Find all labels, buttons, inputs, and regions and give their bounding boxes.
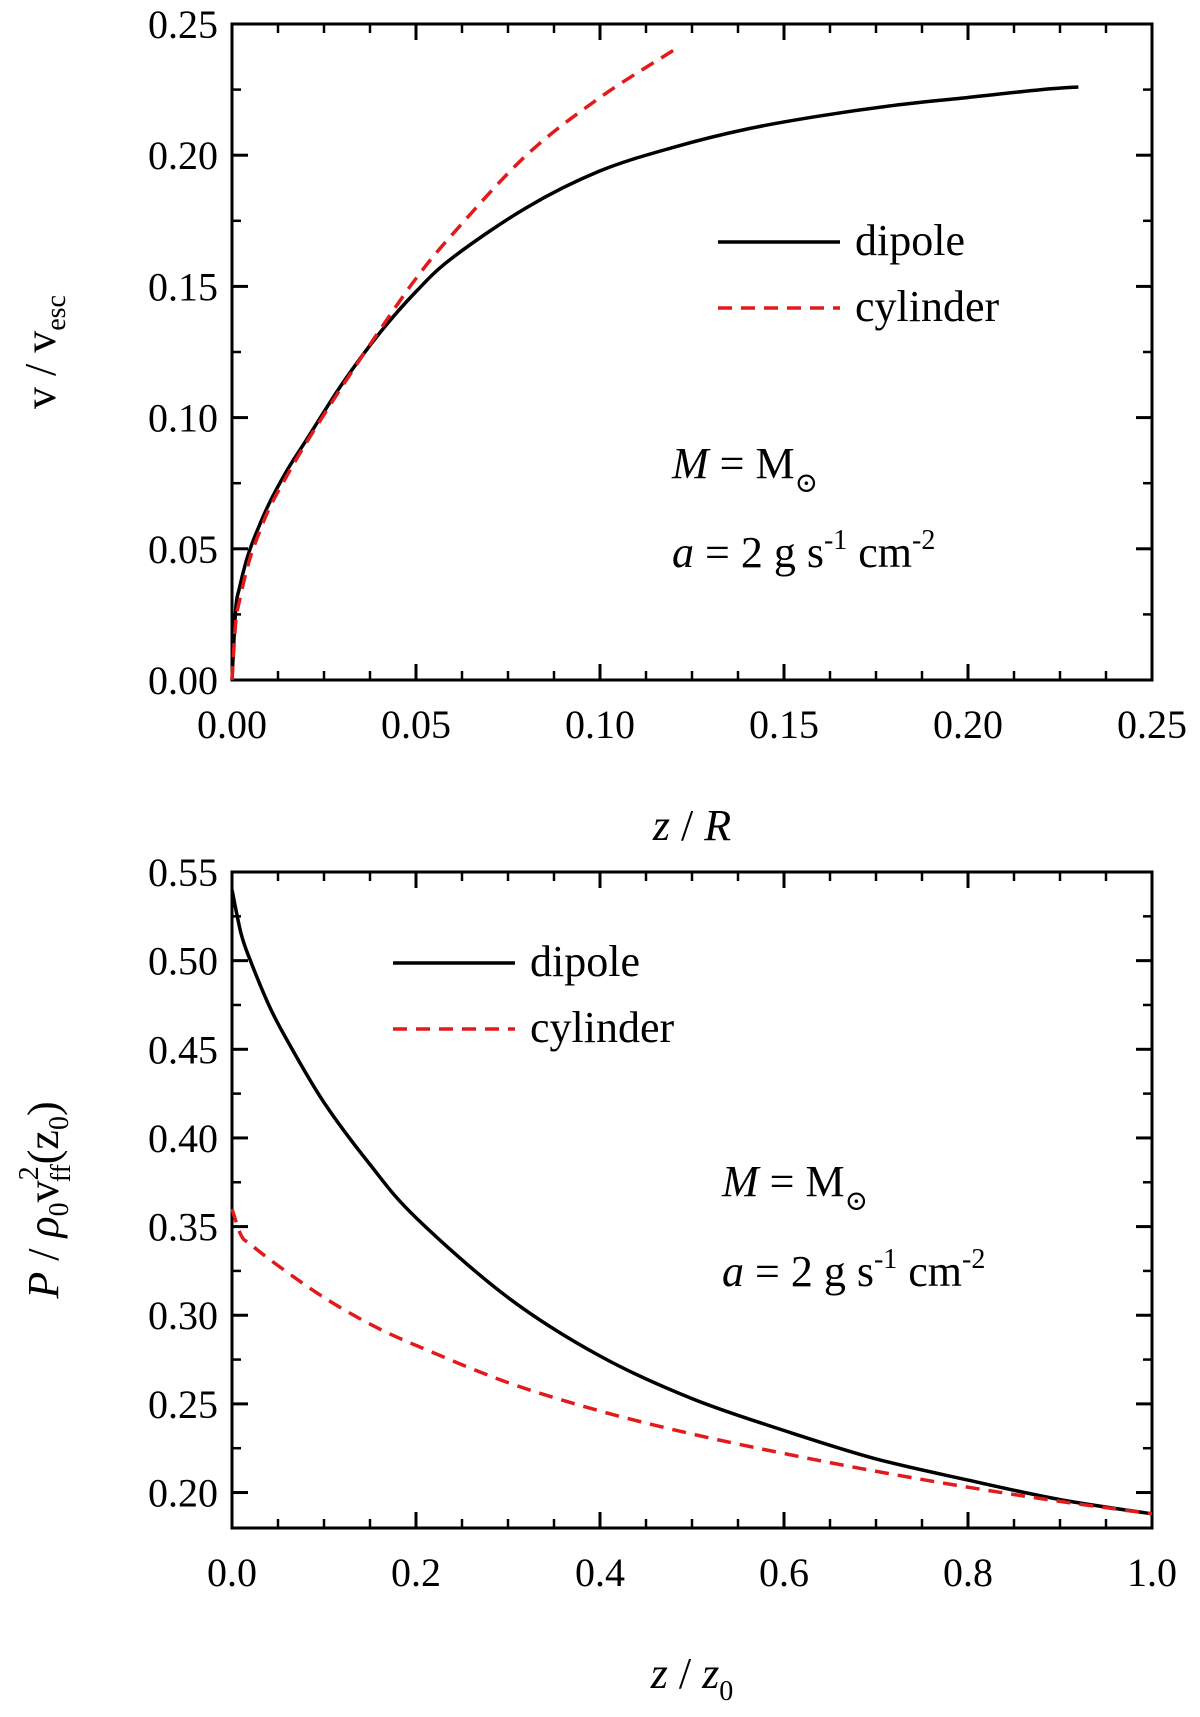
top-x-tick-label: 0.10	[565, 702, 635, 747]
bottom-series-cylinder	[230, 1208, 1153, 1516]
top-series	[230, 48, 1079, 681]
bottom-plot-frame	[230, 870, 1154, 1530]
bottom-y-axis-title: P / ρ0v2ff(z0)	[14, 1101, 77, 1299]
bottom-y-tick-label: 0.55	[148, 850, 218, 895]
bottom-y-tick-label: 0.25	[148, 1382, 218, 1427]
top-y-axis-title: v / vesc	[16, 295, 72, 409]
top-plot-frame	[230, 22, 1154, 682]
top-y-tick-label: 0.10	[148, 396, 218, 441]
bottom-y-tick-label: 0.40	[148, 1116, 218, 1161]
top-legend-dipole-label: dipole	[855, 216, 965, 265]
bottom-annotation-a: a = 2 g s-1 cm-2	[722, 1244, 985, 1296]
top-ticks: 0.00 0.05 0.10 0.15 0.20 0.25 0.00 0.05 0.10 0.15…	[148, 2, 1187, 747]
bottom-series	[230, 889, 1153, 1516]
bottom-legend-dipole-label: dipole	[530, 937, 640, 986]
bottom-y-tick-label: 0.35	[148, 1205, 218, 1250]
bottom-y-tick-label: 0.30	[148, 1293, 218, 1338]
top-x-tick-label: 0.25	[1117, 702, 1187, 747]
top-y-tick-label: 0.25	[148, 2, 218, 47]
bottom-series-dipole	[230, 889, 1153, 1516]
top-panel: 0.00 0.05 0.10 0.15 0.20 0.25 0.00 0.05 0.10 0.15…	[16, 2, 1187, 850]
top-x-tick-label: 0.15	[749, 702, 819, 747]
bottom-annotation-mass: M = M⊙	[721, 1157, 868, 1217]
bottom-x-tick-label: 0.2	[391, 1550, 441, 1595]
bottom-x-tick-label: 0.6	[759, 1550, 809, 1595]
top-x-tick-label: 0.20	[933, 702, 1003, 747]
top-y-tick-label: 0.15	[148, 264, 218, 309]
bottom-panel: 0.0 0.2 0.4 0.6 0.8 1.0 0.20 0.25 0.30 0.35 0.40 0.…	[14, 850, 1177, 1707]
top-x-tick-label: 0.05	[381, 702, 451, 747]
top-x-tick-label: 0.00	[197, 702, 267, 747]
top-y-tick-label: 0.05	[148, 527, 218, 572]
bottom-ticks: 0.0 0.2 0.4 0.6 0.8 1.0 0.20 0.25 0.30 0.35 0.40 0.…	[148, 850, 1177, 1595]
top-y-tick-label: 0.00	[148, 658, 218, 703]
top-annotation-mass: M = M⊙	[671, 439, 818, 499]
top-series-dipole	[230, 85, 1079, 681]
bottom-x-axis-title: z / z0	[650, 1649, 733, 1707]
top-legend: dipole cylinder	[718, 216, 1000, 331]
top-x-axis-title: z / R	[652, 801, 731, 850]
top-legend-cylinder-label: cylinder	[855, 282, 1000, 331]
bottom-x-tick-label: 1.0	[1127, 1550, 1177, 1595]
top-series-cylinder	[230, 48, 675, 681]
top-annotation-a: a = 2 g s-1 cm-2	[672, 525, 935, 577]
bottom-x-tick-label: 0.0	[207, 1550, 257, 1595]
bottom-y-tick-label: 0.50	[148, 939, 218, 984]
top-y-tick-label: 0.20	[148, 133, 218, 178]
bottom-legend-cylinder-label: cylinder	[530, 1003, 675, 1052]
bottom-legend: dipole cylinder	[393, 937, 675, 1052]
bottom-x-tick-label: 0.4	[575, 1550, 625, 1595]
bottom-x-tick-label: 0.8	[943, 1550, 993, 1595]
bottom-y-tick-label: 0.45	[148, 1027, 218, 1072]
bottom-y-tick-label: 0.20	[148, 1471, 218, 1516]
